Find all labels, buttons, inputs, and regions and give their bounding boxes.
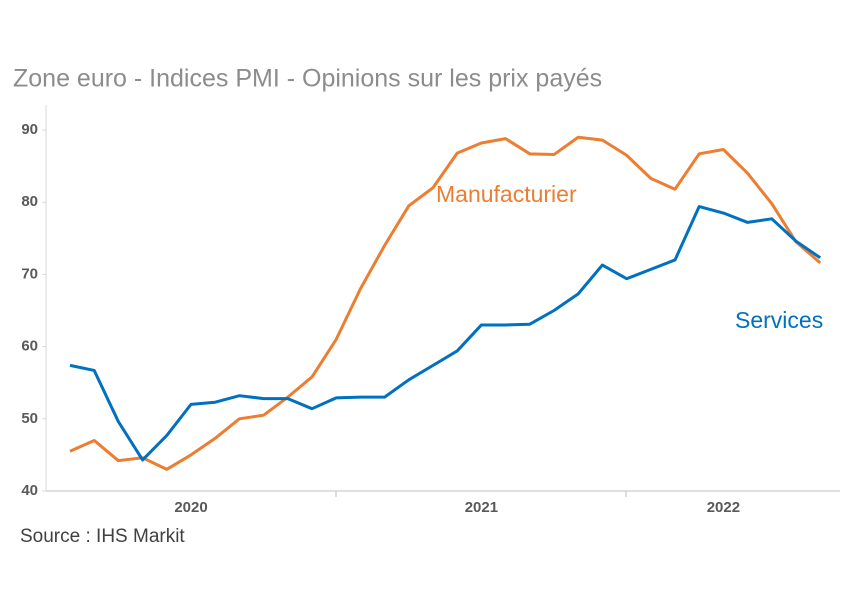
y-tick-label: 80 xyxy=(21,193,38,210)
y-tick-label: 50 xyxy=(21,410,38,427)
x-tick-label: 2022 xyxy=(707,499,740,516)
source: Source : IHS Markit xyxy=(20,526,185,547)
y-tick-label: 60 xyxy=(21,338,38,355)
x-tick-label: 2021 xyxy=(465,499,498,516)
series-label: Services xyxy=(735,307,823,333)
series-label: Manufacturier xyxy=(436,181,577,207)
series-line xyxy=(69,205,822,462)
series-line xyxy=(69,135,822,471)
x-tick-label: 2020 xyxy=(174,499,207,516)
y-tick-label: 40 xyxy=(21,482,38,499)
y-tick-label: 90 xyxy=(21,121,38,138)
chart-title: Zone euro - Indices PMI - Opinions sur l… xyxy=(13,65,602,93)
y-tick-label: 70 xyxy=(21,265,38,282)
